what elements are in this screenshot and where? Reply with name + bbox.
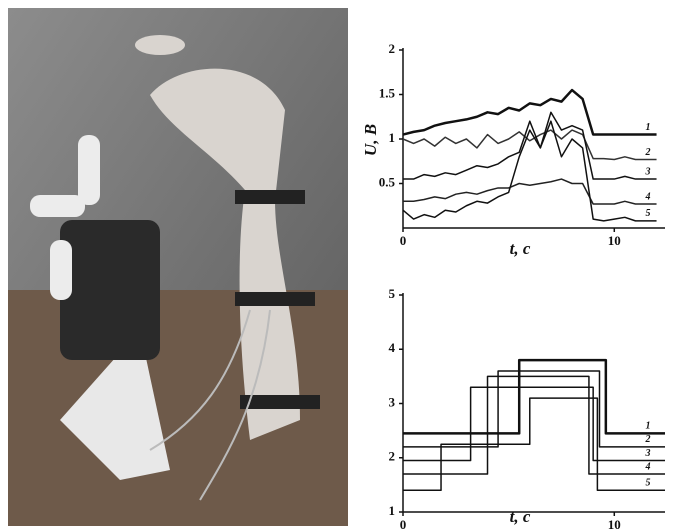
series-label: 2 [645, 147, 651, 158]
figure: U, В t, с t, с 0.5 1 1.5 2 0 10 1 2 3 4 5 1 2 3 4 5 0 10 1… [0, 0, 675, 530]
x-axis-label: t, с [510, 507, 531, 526]
y-tick-label: 3 [389, 394, 396, 409]
series-label: 4 [645, 461, 651, 472]
series-line [403, 398, 665, 490]
series-line [403, 371, 665, 447]
x-tick-label: 10 [608, 233, 621, 248]
series-label: 5 [646, 478, 651, 489]
y-tick-label: 4 [389, 340, 396, 355]
robot-thumb [30, 195, 85, 217]
series-label: 1 [646, 122, 651, 133]
y-tick-label: 1 [389, 503, 396, 518]
series-label: 3 [645, 448, 651, 459]
robot-finger [78, 135, 100, 205]
x-tick-label: 0 [400, 233, 407, 248]
robot-finger [50, 240, 72, 300]
electrode-strap [235, 190, 305, 204]
y-tick-label: 1 [389, 130, 396, 145]
robot-hand [60, 220, 160, 360]
y-tick-label: 5 [389, 286, 396, 301]
x-axis-label: t, с [510, 239, 531, 258]
y-tick-label: 2 [389, 41, 396, 56]
x-tick-label: 0 [400, 517, 407, 530]
series-label: 3 [645, 166, 651, 177]
series-label: 2 [645, 434, 651, 445]
series-line [403, 112, 657, 179]
y-axis-label: U, В [361, 124, 380, 156]
series-line [403, 90, 657, 135]
electrode-strap [235, 292, 315, 306]
y-tick-label: 2 [389, 449, 396, 464]
series-line [403, 376, 665, 474]
x-tick-label: 10 [608, 517, 621, 530]
human-finger [135, 35, 185, 55]
series-label: 1 [646, 421, 651, 432]
photo [8, 8, 348, 526]
series-label: 4 [645, 191, 651, 202]
series-line [403, 121, 657, 221]
y-tick-label: 1.5 [379, 85, 396, 100]
series-line [403, 179, 657, 204]
y-tick-label: 0.5 [379, 174, 396, 189]
series-label: 5 [646, 208, 651, 219]
